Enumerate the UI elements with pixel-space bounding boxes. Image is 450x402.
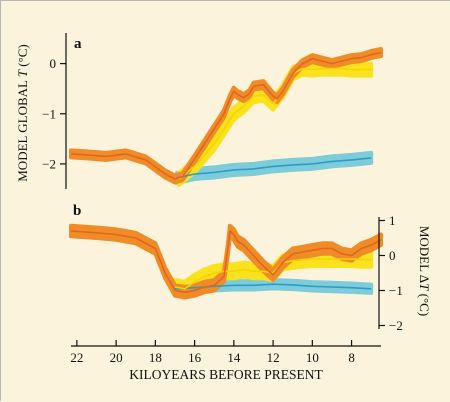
- x-tick-label: 14: [227, 350, 241, 365]
- panel-a-y-tick-label: −2: [42, 156, 56, 171]
- x-axis-label: KILOYEARS BEFORE PRESENT: [129, 367, 323, 382]
- x-tick-label: 22: [70, 350, 83, 365]
- panel-b-y-tick-label: 1: [389, 213, 396, 228]
- panel-a-y-label-prefix: MODEL GLOBAL: [15, 77, 30, 181]
- panel-b-y-ticks: 1 0 −1 −2: [379, 213, 403, 333]
- panel-a-y-label-var: T: [15, 69, 30, 77]
- panel-a-y-tick-label: −1: [42, 106, 56, 121]
- panel-a: 0 −1 −2 a MODEL GLOBAL T (°C): [15, 33, 383, 189]
- x-ticks: 22 20 18 16 14 12 10 8: [70, 340, 355, 365]
- panel-a-series: [69, 47, 383, 187]
- x-tick-label: 10: [306, 350, 319, 365]
- panel-a-blue-line: [176, 157, 372, 179]
- panel-b: 1 0 −1 −2 b MODEL ΔT (°C): [69, 203, 432, 333]
- panel-b-orange-line: [70, 230, 382, 294]
- panel-b-y-label-prefix: MODEL Δ: [417, 226, 432, 283]
- panel-a-blue-band: [174, 150, 374, 185]
- x-tick-label: 20: [110, 350, 123, 365]
- panel-b-label: b: [73, 203, 81, 219]
- panel-b-y-tick-label: −2: [389, 318, 403, 333]
- panel-a-orange-line: [70, 51, 382, 180]
- panel-b-y-axis-label: MODEL ΔT (°C): [417, 226, 432, 316]
- panel-b-y-tick-label: −1: [389, 283, 403, 298]
- panel-a-y-label-suffix: (°C): [15, 44, 30, 70]
- x-axis: 22 20 18 16 14 12 10 8 KILOYEARS BEFORE PRESENT: [70, 340, 381, 382]
- panel-a-orange-band: [69, 47, 383, 185]
- x-tick-label: 16: [188, 350, 202, 365]
- x-tick-label: 8: [348, 350, 355, 365]
- panel-a-y-axis-label: MODEL GLOBAL T (°C): [15, 44, 30, 182]
- panel-b-series: [69, 223, 383, 300]
- panel-b-y-tick-label: 0: [389, 248, 396, 263]
- panel-a-label: a: [74, 36, 82, 52]
- panel-b-y-label-var: T: [417, 283, 432, 291]
- x-tick-label: 12: [267, 350, 280, 365]
- x-tick-label: 18: [149, 350, 162, 365]
- panel-a-y-tick-label: 0: [50, 56, 57, 71]
- panel-b-y-label-suffix: (°C): [417, 290, 432, 316]
- panel-b-yellow-line: [174, 258, 372, 290]
- panel-a-y-ticks: 0 −1 −2: [42, 56, 66, 171]
